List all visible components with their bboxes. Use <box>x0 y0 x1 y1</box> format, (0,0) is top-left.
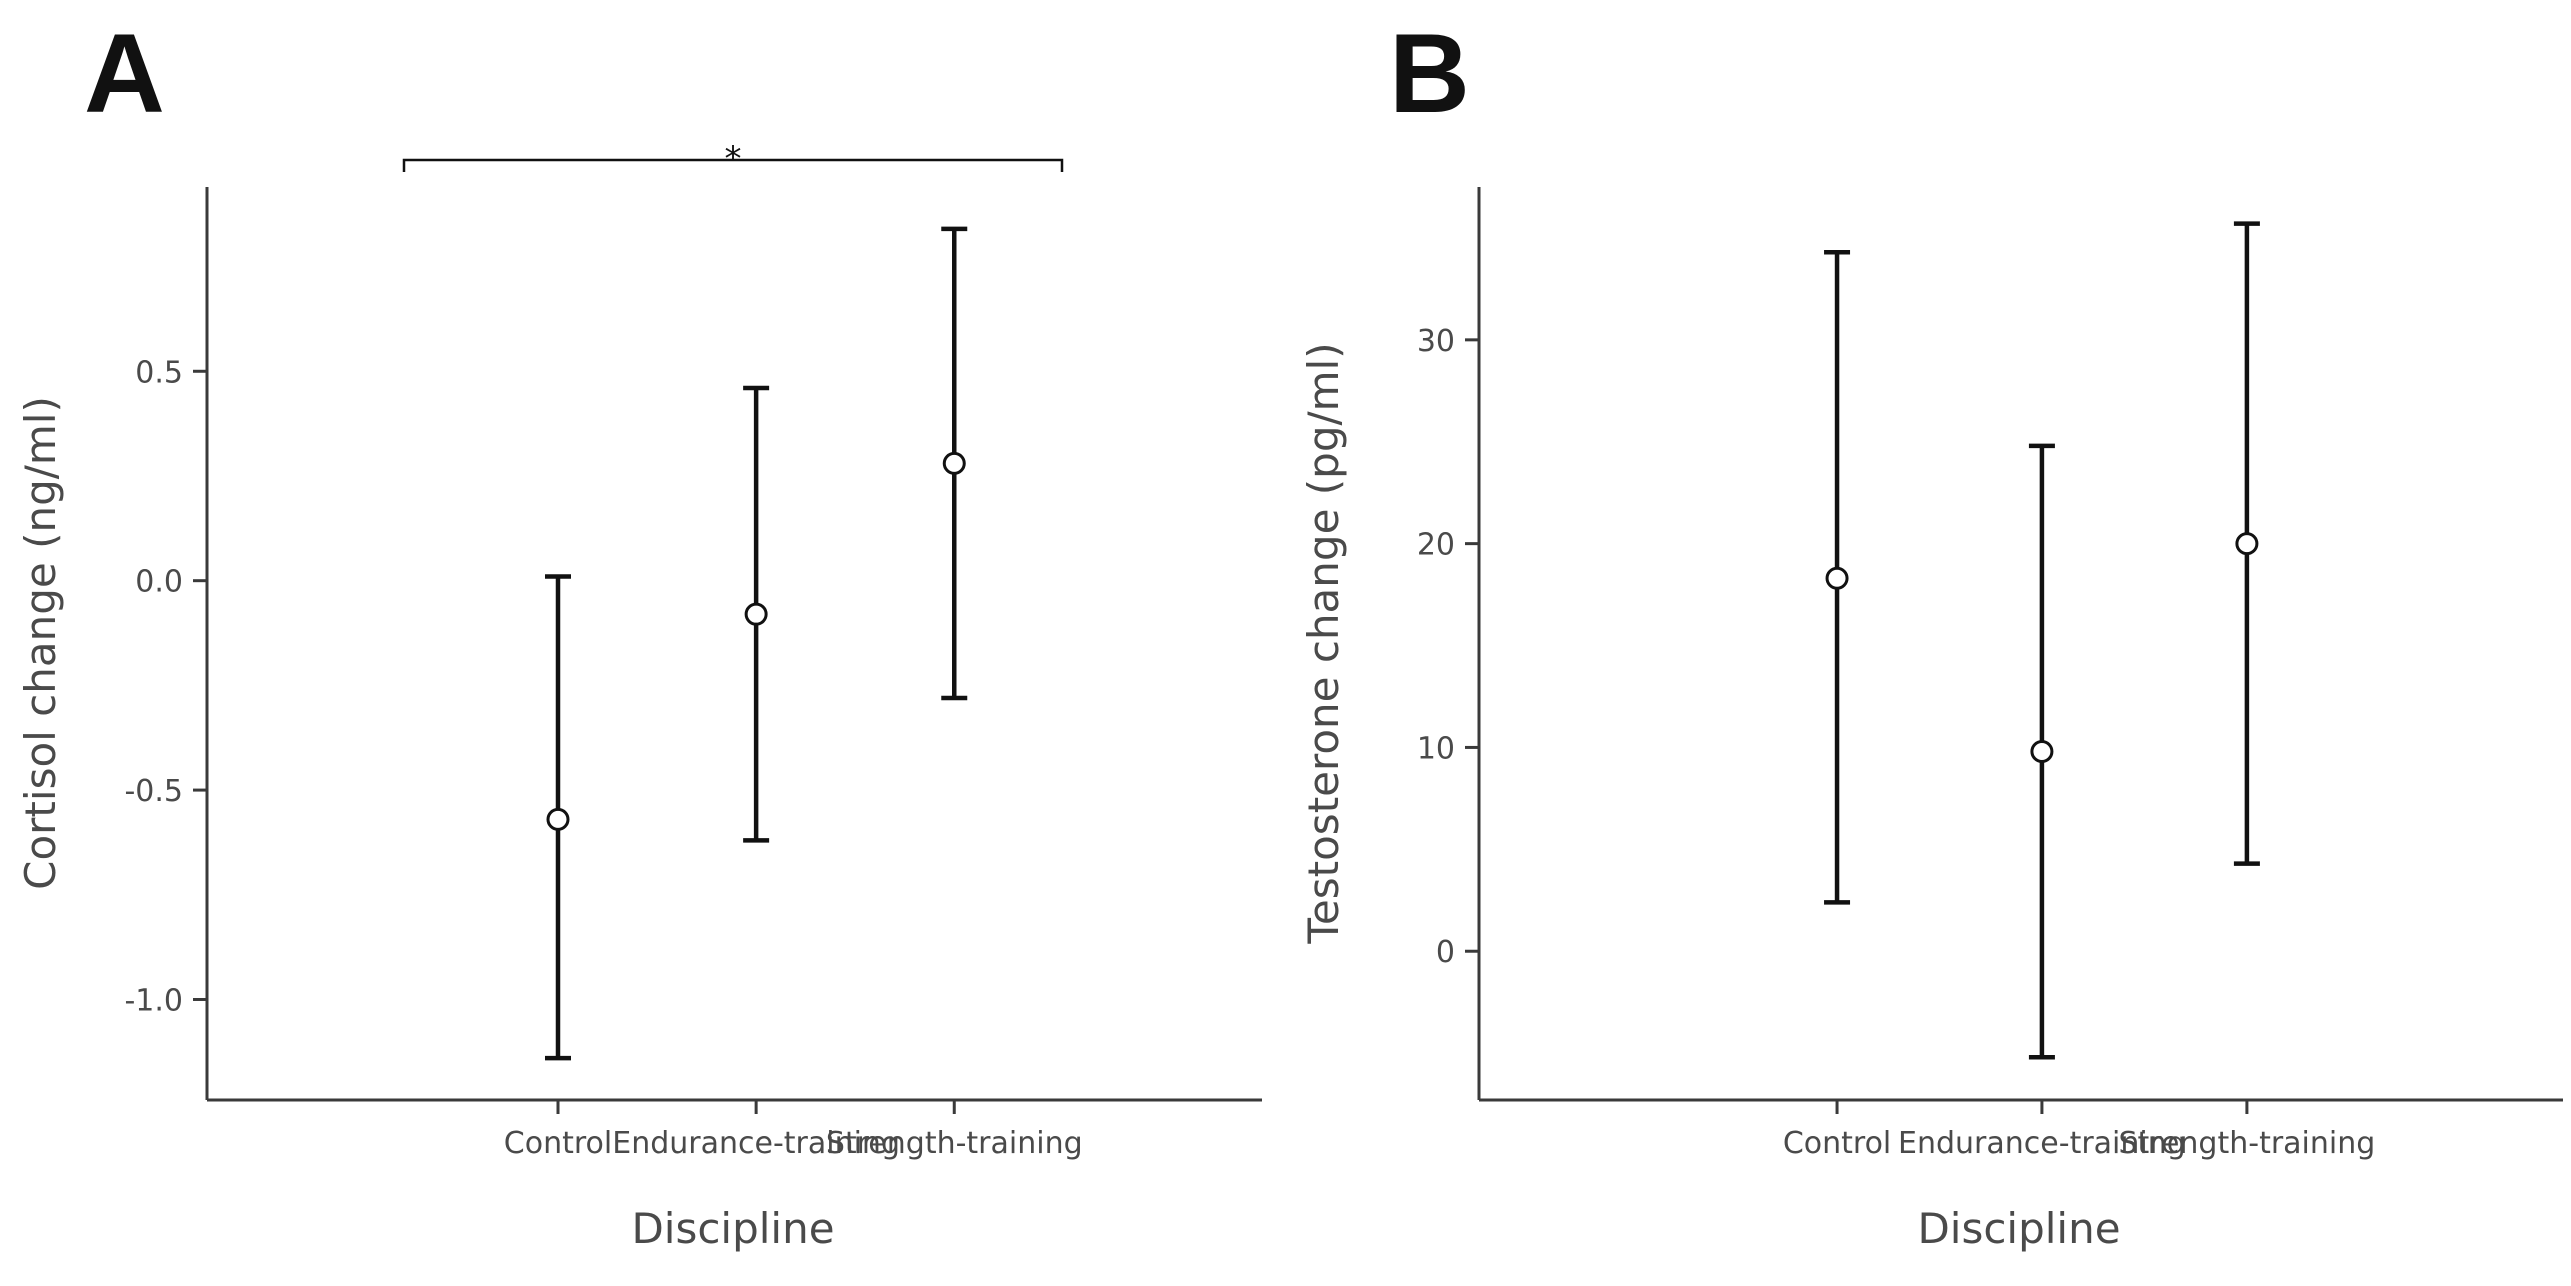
panel-a-cortisol-chart: A * -1.0 -0.5 0.0 0.5 Control Endurance-trai… <box>16 11 1262 1253</box>
panel-b-testosterone-chart: B 0 10 20 30 Control Endurance-trainingStren… <box>1299 11 2563 1253</box>
panel-a-error-bars <box>544 226 968 1061</box>
panel-b-x-ticks: Control Endurance-trainingStrength-traini… <box>1783 1100 2375 1161</box>
x-tick-label: Control <box>504 1126 612 1161</box>
error-bar-group <box>2028 443 2055 1060</box>
mean-point <box>2030 740 2054 764</box>
panel-a-x-ticks: Control Endurance-trainingStrength-traini… <box>504 1100 1083 1161</box>
y-tick-label: 30 <box>1417 324 1455 359</box>
significance-bracket: * <box>402 139 1064 179</box>
y-tick-label: 0 <box>1436 935 1455 970</box>
mean-point <box>546 807 570 831</box>
significance-bracket-line <box>402 158 1064 172</box>
error-bar-group <box>544 574 571 1061</box>
x-tick-label: Strength-training <box>2118 1126 2375 1161</box>
panel-b-error-bars <box>1824 221 2260 1060</box>
x-tick-label: Endurance-training <box>612 1126 900 1161</box>
y-tick-label: -0.5 <box>124 774 183 809</box>
panel-b-y-ticks: 0 10 20 30 <box>1417 324 1479 970</box>
panel-b-y-axis-title: Testosterone change (pg/ml) <box>1299 342 1348 944</box>
significance-star: * <box>725 139 742 179</box>
panel-a-x-axis-title: Discipline <box>631 1204 834 1253</box>
error-bar-group <box>941 226 968 701</box>
y-tick-label: 0.5 <box>135 355 183 390</box>
error-bar-group <box>2233 221 2260 866</box>
mean-point <box>744 602 768 626</box>
y-tick-label: 0.0 <box>135 565 183 600</box>
mean-point <box>1825 566 1849 590</box>
panel-a-y-ticks: -1.0 -0.5 0.0 0.5 <box>124 355 207 1018</box>
y-tick-label: 20 <box>1417 528 1455 563</box>
mean-point <box>2235 532 2259 556</box>
panel-a-letter: A <box>84 11 165 136</box>
y-tick-label: 10 <box>1417 731 1455 766</box>
x-tick-label: Control <box>1783 1126 1891 1161</box>
error-bar-group <box>1824 249 1851 905</box>
error-bar-group <box>743 385 770 843</box>
panel-b-x-axis-title: Discipline <box>1917 1204 2120 1253</box>
mean-point <box>942 451 966 475</box>
panel-a-y-axis-title: Cortisol change (ng/ml) <box>16 396 65 890</box>
panel-b-letter: B <box>1389 11 1470 136</box>
x-tick-label: Strength-training <box>826 1126 1083 1161</box>
y-tick-label: -1.0 <box>124 983 183 1018</box>
x-tick-label: Endurance-training <box>1898 1126 2186 1161</box>
